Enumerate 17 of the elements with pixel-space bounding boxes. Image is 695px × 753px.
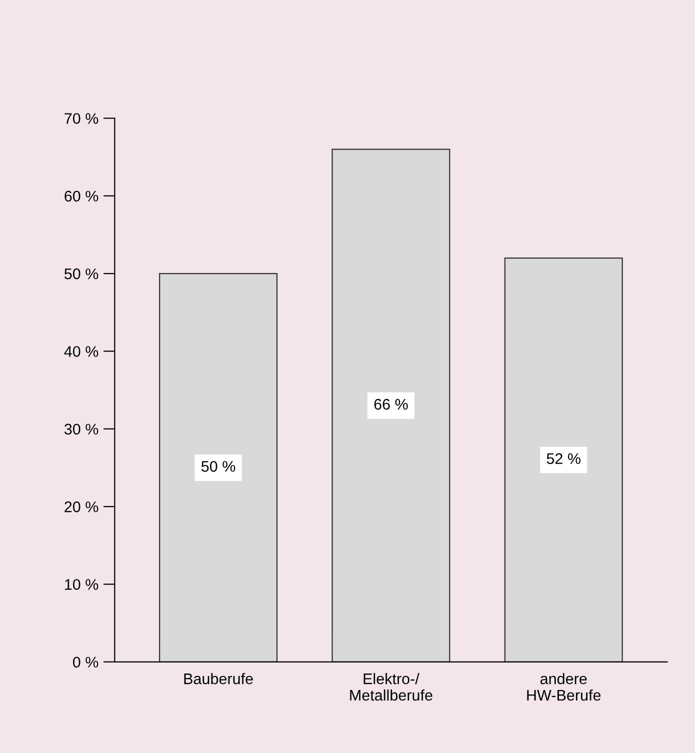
y-tick-label: 30 % bbox=[64, 424, 98, 435]
y-tick-label: 70 % bbox=[64, 113, 98, 124]
y-tick-label: 10 % bbox=[65, 579, 98, 590]
data-label: 50 % bbox=[201, 461, 236, 472]
bar bbox=[159, 273, 278, 662]
y-tick-label: 20 % bbox=[64, 501, 98, 512]
y-tick-label: 40 % bbox=[64, 346, 98, 357]
bar bbox=[332, 148, 450, 662]
y-tick-label: 0 % bbox=[72, 656, 98, 668]
y-tick-label: 50 % bbox=[64, 268, 98, 280]
x-tick-label: andere HW-Berufe bbox=[527, 673, 601, 701]
x-tick-label: Bauberufe bbox=[184, 673, 253, 684]
data-label: 66 % bbox=[374, 398, 408, 410]
bar bbox=[504, 257, 623, 662]
data-label: 52 % bbox=[546, 453, 580, 464]
y-tick-label: 60 % bbox=[64, 190, 98, 202]
x-tick-label: Elektro-/ Metallberufe bbox=[350, 673, 432, 701]
